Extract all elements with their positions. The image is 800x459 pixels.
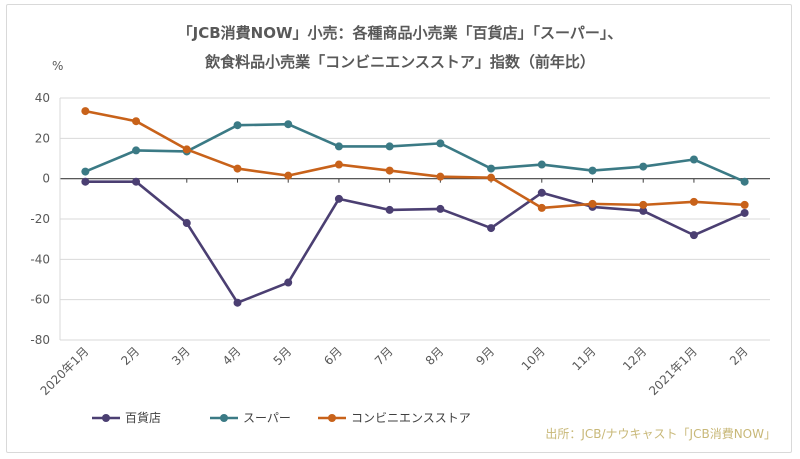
data-point [537,160,546,169]
y-tick-label: -20 [30,212,50,226]
data-point [385,205,394,214]
data-point [537,188,546,197]
legend-swatch-marker [102,414,110,422]
y-tick-label: -60 [30,293,50,307]
series-line-1 [84,122,746,183]
data-point [182,145,191,154]
y-axis-ticks: 40 20 0 -20 -40 -60 -80 [30,91,50,347]
chart-frame [6,4,792,453]
x-tick-label: 6月 [321,344,345,368]
data-point [233,298,242,307]
data-point [689,155,698,164]
data-point [689,197,698,206]
y-axis-unit-label: % [52,59,63,73]
x-tick-label: 8月 [423,344,447,368]
legend-label: スーパー [243,411,291,425]
legend-label: 百貨店 [125,410,161,425]
data-point [233,121,242,130]
data-point [436,204,445,213]
x-tick-label: 11月 [569,344,598,373]
x-tick-label: 4月 [220,344,244,368]
y-tick-label: 0 [42,172,50,186]
series-lines [81,107,749,307]
data-point [284,278,293,287]
data-point [81,167,90,176]
x-tick-label: 5月 [271,344,295,368]
data-point [588,199,597,208]
data-point [334,142,343,151]
data-point [487,224,496,233]
data-point [639,200,648,209]
x-tick-label: 9月 [473,344,497,368]
x-tick-label: 2021年1月 [646,344,700,398]
data-point [740,200,749,209]
data-point [436,139,445,148]
data-point [740,208,749,217]
grid-lines [59,97,770,341]
data-point [284,120,293,129]
chart-title-line-2: 飲食料品小売業「コンビニエンスストア」指数（前年比） [204,53,595,71]
data-point [385,142,394,151]
data-point [81,177,90,186]
y-tick-label: -80 [30,333,50,347]
data-point [132,146,141,155]
data-point [689,231,698,240]
data-point [132,177,141,186]
data-point [132,117,141,126]
data-point [436,172,445,181]
y-tick-label: 40 [35,91,50,105]
x-tick-label: 12月 [620,344,649,373]
data-point [537,203,546,212]
x-tick-label: 3月 [169,344,193,368]
data-point [639,206,648,215]
data-point [334,160,343,169]
x-tick-label: 2月 [118,344,142,368]
x-tick-label: 7月 [372,344,396,368]
series-line-0 [85,180,746,304]
y-tick-label: -40 [30,252,50,266]
x-tick-label: 10月 [519,344,548,373]
data-point [233,164,242,173]
data-point [284,171,293,180]
data-point [740,177,749,186]
data-point [588,166,597,175]
data-point [182,219,191,228]
data-point [81,107,90,116]
data-point [639,162,648,171]
data-point [385,166,394,175]
data-point [487,164,496,173]
legend-swatch-marker [328,414,336,422]
series-line-2 [85,109,745,210]
y-tick-label: 20 [35,131,50,145]
x-tick-label: 2020年1月 [38,344,92,398]
legend: 百貨店 スーパー コンビニエンスストア [92,410,471,425]
data-point [334,194,343,203]
chart-title-line-1: 「JCB消費NOW」小売：各種商品小売業「百貨店」「スーパー」、 [178,24,623,42]
source-note: 出所：JCB/ナウキャスト「JCB消費NOW」 [545,426,776,441]
legend-label: コンビニエンスストア [351,411,471,425]
legend-swatch-marker [220,414,228,422]
x-tick-label: 2月 [727,344,751,368]
data-point [487,173,496,182]
